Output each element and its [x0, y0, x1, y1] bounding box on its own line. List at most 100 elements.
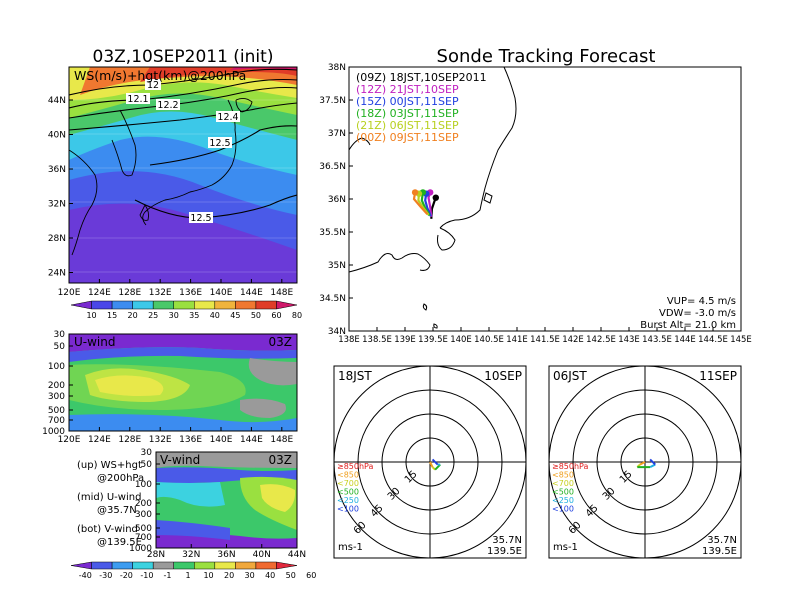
ws-colorbar-cell-10	[276, 300, 298, 310]
contour-label-12: 12	[147, 80, 159, 91]
track-lat-tick-8: 34N	[328, 327, 346, 337]
v-lat-tick-2: 36N	[217, 550, 235, 560]
uv-colorbar-cell-0	[70, 561, 92, 570]
ws-colorbar-label-3: 25	[148, 311, 158, 320]
map-lat-tick-5: 24N	[48, 269, 66, 279]
uv-colorbar-label-0: -40	[79, 571, 92, 580]
track-legend-item-3: (18Z) 03JST,11SEP	[356, 107, 459, 120]
map-lat-tick-3: 32N	[48, 200, 66, 210]
panel-notes: (up) WS+hgt @200hPa (mid) U-wind @35.7N …	[77, 460, 144, 548]
hodo-left-level-5: <100	[337, 505, 359, 514]
uv-colorbar-cell-2	[111, 561, 133, 570]
contour-label-12-4: 12.4	[217, 112, 238, 123]
track-lat-tick-4: 36N	[328, 195, 346, 205]
u-panel-time: 03Z	[269, 335, 293, 349]
hgt-contour-12-5a	[149, 125, 297, 166]
track-lat-tick-3: 36.5N	[319, 162, 346, 172]
u-region-blue-bottom	[69, 414, 297, 431]
ws-band-9	[140, 67, 297, 82]
hodo-left-lon: 139.5E	[487, 546, 522, 557]
v-lat-tick-1: 32N	[182, 550, 200, 560]
hodo-right-time: 06JST	[553, 369, 587, 383]
hodo-left-level-1: <850	[337, 471, 359, 480]
uv-colorbar-cell-4	[152, 561, 174, 570]
u-lon-tick-4: 136E	[179, 435, 202, 445]
ws-colorbar: 10 15 20 25 30 35 40 45 50 60 80	[70, 300, 302, 320]
map-lat-tick-1: 40N	[48, 131, 66, 141]
track-burst-point-0	[432, 194, 439, 201]
track-lines	[411, 189, 439, 219]
map-panel-label: WS(m/s)+hgt(km)@200hPa	[74, 68, 246, 83]
ws-band-8	[80, 67, 297, 95]
track-lat-tick-0: 38N	[328, 63, 346, 73]
ws-colorbar-cell-9	[255, 300, 277, 310]
track-legend-item-5: (00Z) 09JST,11SEP	[356, 131, 459, 144]
u-p-tick-2: 100	[48, 362, 65, 372]
track-series-5	[412, 192, 429, 215]
hodo-right-level-0: ≥850hPa	[552, 462, 589, 471]
ws-colorbar-label-6: 40	[210, 311, 220, 320]
u-lon-tick-7: 148E	[270, 435, 293, 445]
uv-colorbar-label-6: 10	[203, 571, 213, 580]
map-lon-tick-0: 120E	[58, 288, 81, 298]
left-title: 03Z,10SEP2011 (init)	[93, 47, 274, 67]
track-lon-tick-1: 138.5E	[362, 335, 392, 345]
hodo-right-segment-5	[649, 458, 656, 466]
map-lon-tick-7: 148E	[270, 288, 293, 298]
track-legend-item-4: (21Z) 06JST,11SEP	[356, 119, 459, 132]
ws-colorbar-label-5: 35	[189, 311, 199, 320]
v-lat-tick-3: 40N	[253, 550, 271, 560]
param-vdw: VDW= -3.0 m/s	[659, 308, 736, 319]
u-p-tick-7: 1000	[42, 427, 65, 437]
param-burst: Burst Alt= 21.0 km	[640, 320, 736, 331]
u-p-tick-5: 500	[48, 406, 65, 416]
uv-colorbar-cell-8	[235, 561, 257, 570]
v-p-tick-0: 30	[141, 448, 153, 458]
track-lat-tick-2: 37N	[328, 129, 346, 139]
coast-hokkaido	[235, 97, 253, 113]
u-p-tick-1: 50	[54, 342, 66, 352]
hodo-left-level-3: <500	[337, 488, 359, 497]
u-panel-label: U-wind	[74, 335, 115, 349]
u-lon-tick-0: 120E	[58, 435, 81, 445]
v-lat-tick-4: 44N	[288, 550, 306, 560]
map-lat-tick-0: 44N	[48, 96, 66, 106]
u-p-tick-0: 30	[54, 330, 66, 340]
coast-honshu-west	[348, 253, 431, 273]
hodograph-left: 18JST 10SEP 35.7N 139.5E ms-1 15 30 45 6…	[333, 365, 527, 559]
track-lon-tick-5: 140.5E	[474, 335, 504, 345]
track-lon-tick-13: 144.5E	[698, 335, 728, 345]
hodo-left-level-0: ≥850hPa	[337, 462, 374, 471]
track-lon-tick-11: 143.5E	[642, 335, 672, 345]
hgt-contour-12	[69, 68, 297, 96]
uv-colorbar-cell-10	[276, 561, 298, 570]
track-legend-item-1: (12Z) 21JST,10SEP	[356, 83, 459, 96]
u-region-purple-top	[69, 334, 297, 352]
ws-colorbar-cell-1	[91, 300, 113, 310]
hodo-left-segments	[429, 458, 441, 471]
contour-label-12-2: 12.2	[157, 100, 178, 111]
uv-colorbar-label-2: -20	[120, 571, 133, 580]
note-up-line2: @200hPa	[97, 473, 144, 484]
track-map-panel: 38N 37.5N 37N 36.5N 36N 35.5N 35N 34.5N 34N 138E…	[319, 63, 752, 345]
track-params: VUP= 4.5 m/s VDW= -3.0 m/s Burst Alt= 21…	[640, 296, 736, 331]
hodograph-right: 06JST 11SEP 35.7N 139.5E ms-1 15 30 45 6…	[548, 365, 742, 559]
u-lon-tick-5: 140E	[210, 435, 233, 445]
uv-colorbar-label-7: 20	[224, 571, 234, 580]
track-lat-tick-6: 35N	[328, 261, 346, 271]
hodo-right-level-2: <700	[552, 479, 574, 488]
hodo-right-lon: 139.5E	[702, 546, 737, 557]
coast-china	[69, 149, 98, 256]
uv-colorbar-label-9: 40	[265, 571, 275, 580]
note-mid-line2: @35.7N	[97, 505, 137, 516]
ws-colorbar-cell-0	[70, 300, 92, 310]
ws-colorbar-label-8: 50	[251, 311, 261, 320]
map-lon-tick-3: 132E	[149, 288, 172, 298]
u-lon-tick-3: 132E	[149, 435, 172, 445]
ws-colorbar-label-7: 45	[230, 311, 240, 320]
contour-label-12-5a: 12.5	[209, 138, 230, 149]
map-lon-tick-5: 140E	[210, 288, 233, 298]
v-region-gray-top	[156, 452, 297, 468]
